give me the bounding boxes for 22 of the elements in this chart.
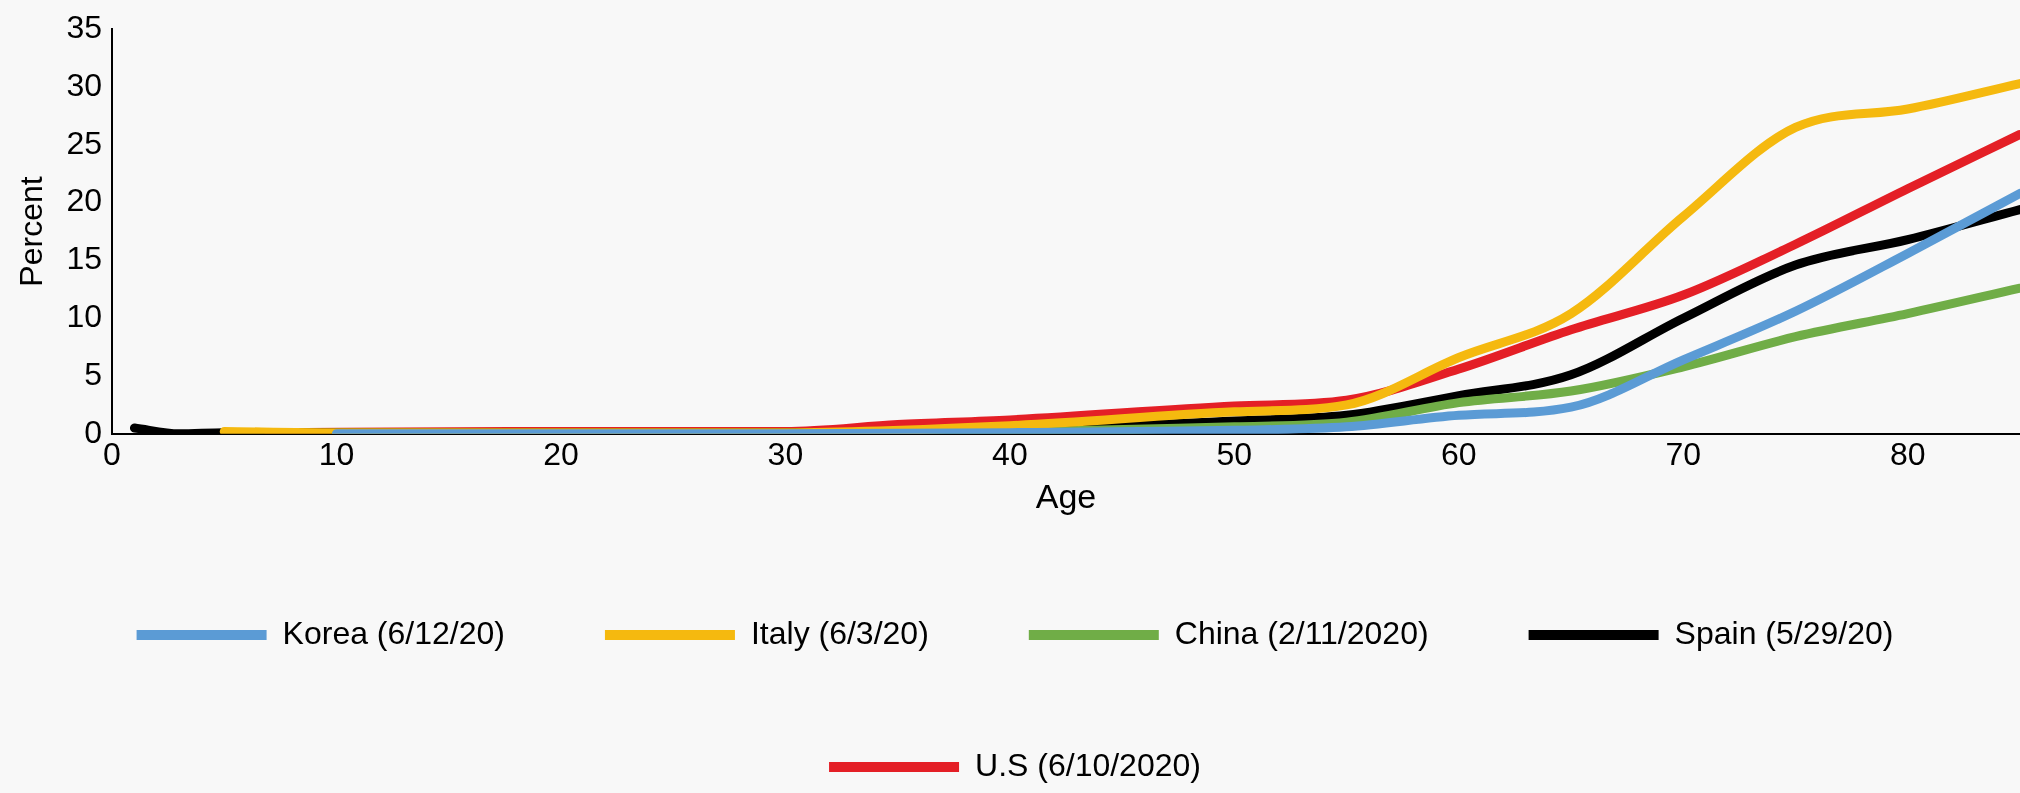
- x-tick-label: 80: [1889, 435, 1926, 472]
- x-tick-label: 60: [1441, 435, 1477, 472]
- y-axis-title: Percent: [13, 176, 50, 287]
- x-axis-title: Age: [1035, 476, 1097, 515]
- y-tick-label: 10: [66, 298, 102, 335]
- x-tick-label: 70: [1665, 435, 1702, 472]
- legend-label: China (2/11/2020): [1174, 614, 1429, 651]
- y-tick-label: 25: [66, 124, 102, 161]
- legend-label: Korea (6/12/20): [282, 614, 505, 651]
- x-tick-label: 30: [767, 435, 804, 472]
- legend-label: U.S (6/10/2020): [975, 746, 1201, 783]
- y-tick-label: 5: [84, 355, 102, 392]
- legend-label: Italy (6/3/20): [750, 614, 929, 651]
- x-tick-label: 40: [992, 435, 1028, 472]
- y-tick-label: 15: [66, 240, 102, 277]
- y-tick-label: 20: [66, 182, 102, 219]
- x-tick-label: 10: [318, 435, 355, 472]
- x-tick-label: 50: [1216, 435, 1253, 472]
- legend-label: Spain (5/29/20): [1674, 614, 1894, 651]
- x-tick-label: 20: [543, 435, 579, 472]
- y-tick-label: 30: [66, 66, 102, 103]
- y-tick-label: 35: [66, 9, 102, 46]
